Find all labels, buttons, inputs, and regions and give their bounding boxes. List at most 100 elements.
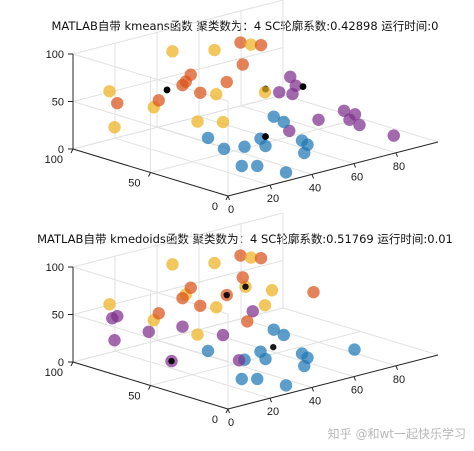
data-point-orange bbox=[152, 307, 165, 320]
data-point-blue bbox=[201, 131, 215, 145]
data-point-orange bbox=[254, 251, 268, 265]
data-point-purple bbox=[337, 104, 351, 118]
axes-grid bbox=[68, 212, 439, 414]
data-point-blue bbox=[277, 115, 290, 129]
x-tick-mark bbox=[353, 163, 356, 168]
x-tick-mark bbox=[227, 408, 230, 414]
data-point-blue bbox=[295, 347, 309, 360]
z-tick-label: 100 bbox=[46, 262, 64, 274]
centroid-point bbox=[299, 83, 307, 90]
data-point-blue bbox=[235, 372, 248, 386]
medoid-point bbox=[168, 357, 175, 365]
z-tick-label: 50 bbox=[52, 97, 64, 109]
z-tick-label: 0 bbox=[58, 144, 64, 156]
medoid-point bbox=[242, 283, 249, 290]
data-point-yellow bbox=[208, 256, 221, 270]
x-tick-label: 80 bbox=[393, 161, 405, 173]
data-point-yellow bbox=[244, 38, 258, 51]
z-tick-label: 0 bbox=[58, 357, 64, 369]
data-point-orange bbox=[241, 315, 254, 328]
grid-line bbox=[72, 212, 284, 268]
x-tick-label: 60 bbox=[351, 385, 363, 397]
data-point-blue bbox=[348, 343, 361, 356]
x-axis-line bbox=[227, 141, 439, 197]
grid-line bbox=[150, 118, 361, 173]
data-point-purple bbox=[216, 328, 230, 342]
y-tick-label: 0 bbox=[212, 201, 218, 213]
y-tick-mark bbox=[70, 361, 74, 367]
y-tick-mark bbox=[70, 148, 74, 154]
data-point-purple bbox=[312, 113, 325, 127]
data-point-yellow bbox=[210, 301, 223, 314]
chart-title: MATLAB自带 kmeans函数 聚类数为：4 SC轮廓系数:0.42898 … bbox=[52, 19, 439, 33]
x-tick-mark bbox=[395, 365, 398, 370]
y-tick-label: 0 bbox=[212, 414, 218, 426]
data-point-yellow bbox=[208, 43, 221, 57]
data-point-blue bbox=[238, 140, 251, 153]
data-point-orange bbox=[254, 38, 268, 52]
y-tick-label: 50 bbox=[128, 391, 140, 403]
data-point-orange bbox=[184, 281, 197, 294]
data-point-purple bbox=[286, 87, 299, 101]
data-point-blue bbox=[267, 110, 280, 123]
data-point-blue bbox=[251, 159, 264, 173]
z-tick-label: 100 bbox=[46, 49, 64, 61]
y-tick-mark bbox=[225, 408, 229, 414]
data-point-purple bbox=[273, 86, 286, 99]
data-point-blue bbox=[217, 142, 231, 156]
y-tick-mark bbox=[148, 385, 151, 390]
x-tick-label: 40 bbox=[309, 182, 321, 194]
grid-line bbox=[72, 0, 284, 55]
y-tick-label: 50 bbox=[128, 178, 140, 190]
data-point-blue bbox=[279, 166, 293, 179]
x-axis-line bbox=[227, 354, 439, 410]
x-tick-label: 40 bbox=[309, 395, 321, 407]
kmedoids-chart: MATLAB自带 kmedoids函数 聚类数为：4 SC轮廓系数:0.5176… bbox=[37, 212, 453, 429]
x-tick-mark bbox=[269, 185, 272, 190]
x-tick-label: 20 bbox=[267, 406, 279, 418]
data-point-purple bbox=[387, 129, 400, 142]
data-point-orange bbox=[111, 96, 124, 110]
data-point-yellow bbox=[191, 328, 204, 341]
data-point-purple bbox=[142, 325, 155, 338]
data-point-yellow bbox=[191, 115, 204, 128]
watermark-text: 知乎 @和wt一起快乐学习 bbox=[328, 426, 466, 441]
data-point-purple bbox=[353, 118, 366, 132]
chart-title: MATLAB自带 kmedoids函数 聚类数为：4 SC轮廓系数:0.5176… bbox=[37, 232, 453, 246]
x-tick-label: 20 bbox=[267, 193, 279, 205]
grid-line bbox=[150, 331, 361, 386]
kmeans-chart: MATLAB自带 kmeans函数 聚类数为：4 SC轮廓系数:0.42898 … bbox=[45, 0, 439, 216]
data-point-orange bbox=[220, 75, 233, 89]
x-tick-mark bbox=[353, 376, 356, 381]
data-point-purple bbox=[111, 309, 124, 323]
x-tick-label: 80 bbox=[393, 374, 405, 386]
data-point-orange bbox=[236, 58, 249, 71]
data-point-blue bbox=[235, 159, 248, 173]
data-point-orange bbox=[184, 68, 197, 81]
data-point-orange bbox=[176, 291, 189, 305]
data-point-blue bbox=[267, 323, 280, 336]
y-tick-label: 100 bbox=[45, 154, 63, 166]
data-point-yellow bbox=[166, 258, 179, 271]
x-tick-label: 0 bbox=[228, 417, 234, 429]
data-point-purple bbox=[232, 354, 246, 367]
data-point-blue bbox=[259, 352, 272, 366]
data-point-yellow bbox=[265, 284, 279, 297]
x-tick-mark bbox=[395, 152, 398, 157]
z-tick-label: 50 bbox=[52, 310, 64, 322]
x-tick-mark bbox=[227, 195, 230, 201]
data-point-purple bbox=[283, 124, 296, 138]
y-tick-mark bbox=[148, 172, 151, 177]
centroid-point bbox=[262, 133, 269, 140]
data-point-purple bbox=[108, 334, 121, 347]
grid-line bbox=[72, 314, 229, 362]
data-point-orange bbox=[194, 299, 207, 312]
medoid-point bbox=[223, 291, 230, 299]
data-point-orange bbox=[234, 249, 247, 262]
scatter-points bbox=[103, 249, 361, 392]
data-point-orange bbox=[176, 78, 189, 92]
data-point-blue bbox=[295, 134, 309, 147]
medoid-point bbox=[270, 343, 277, 351]
